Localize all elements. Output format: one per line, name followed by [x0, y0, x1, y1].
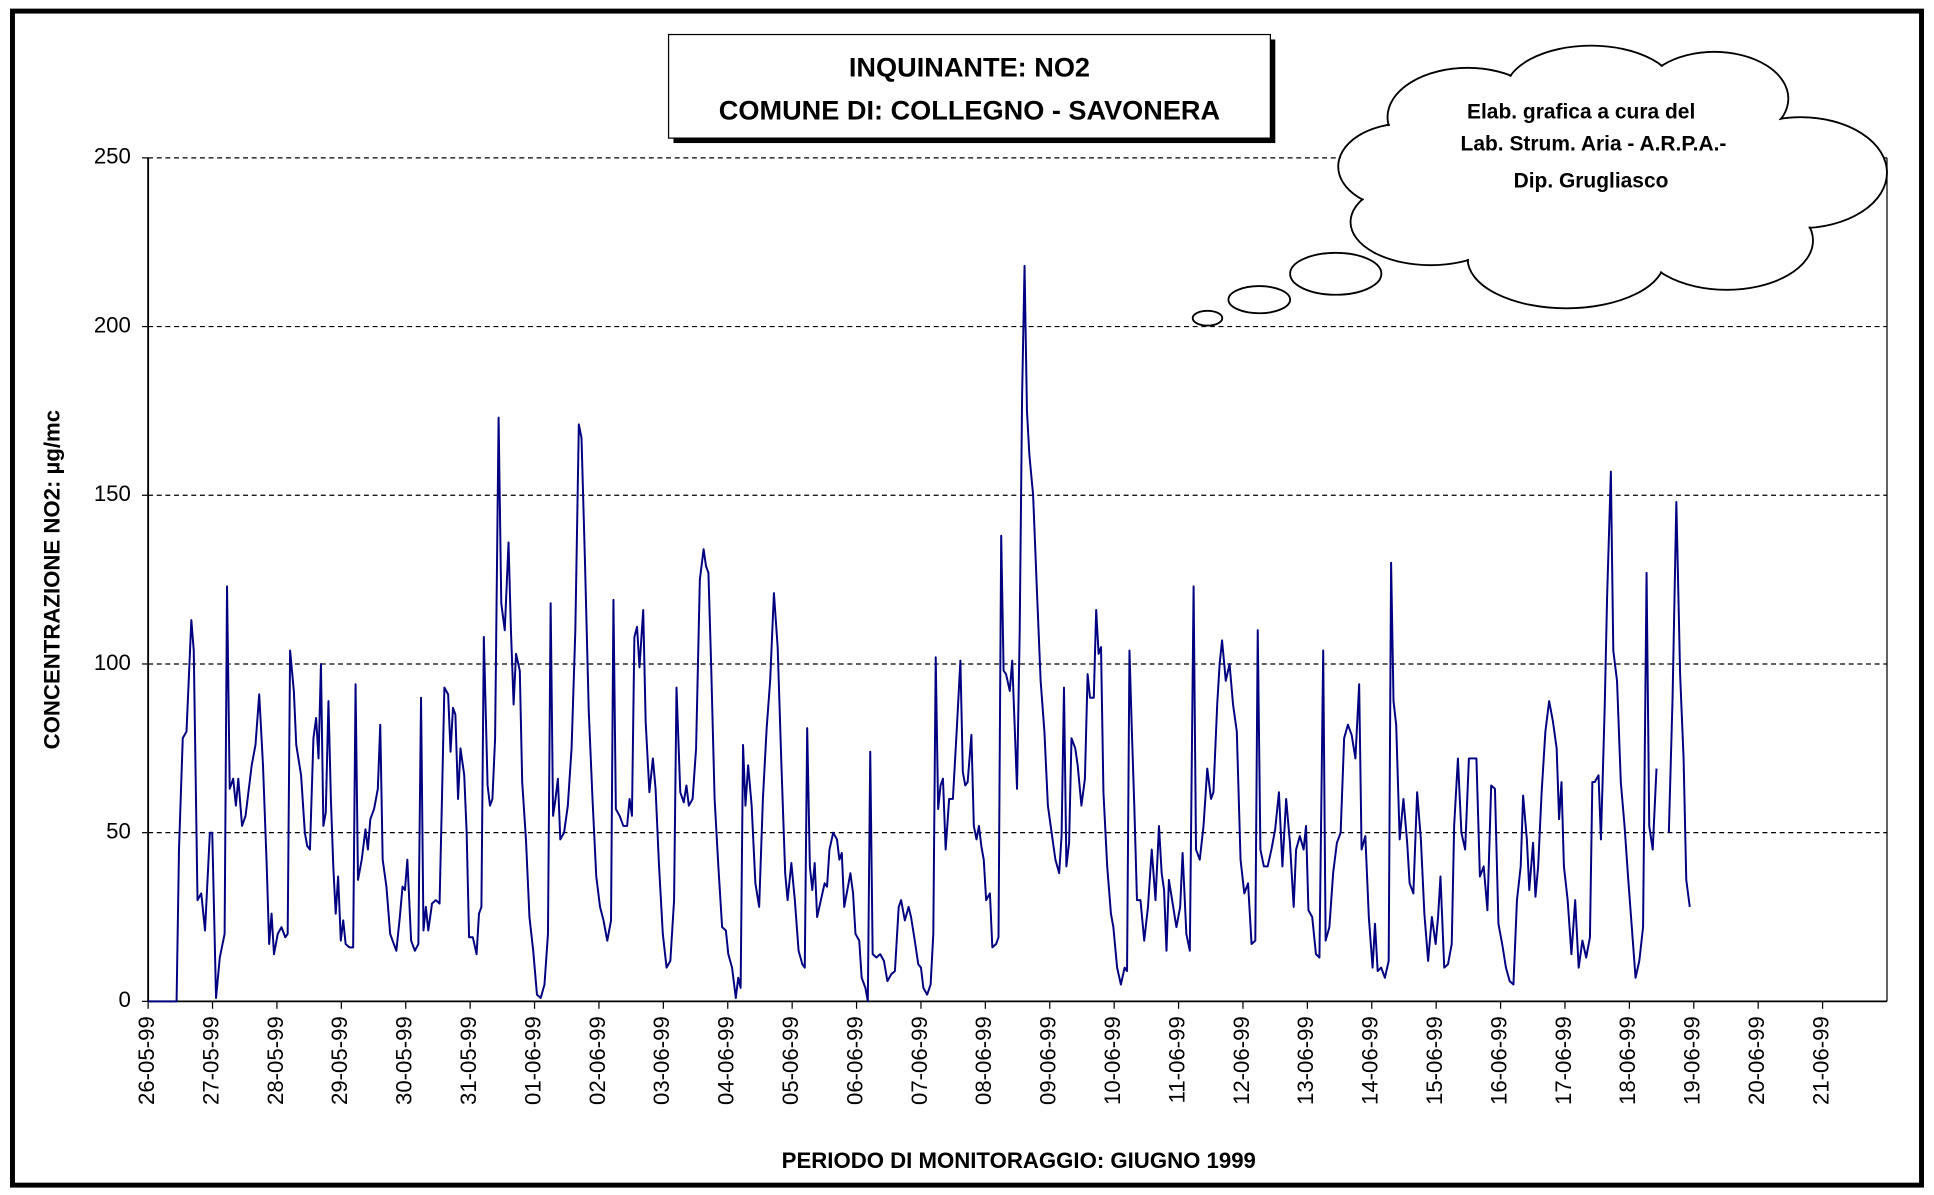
x-tick-label: 27-05-99 [198, 1016, 223, 1105]
x-tick-label: 07-06-99 [907, 1016, 932, 1105]
y-axis-title: CONCENTRAZIONE NO2: µg/mc [39, 410, 64, 749]
x-tick-label: 26-05-99 [134, 1016, 159, 1105]
chart-title: INQUINANTE: NO2 [849, 51, 1090, 82]
x-tick-label: 18-06-99 [1615, 1016, 1640, 1105]
x-tick-label: 01-06-99 [520, 1016, 545, 1105]
x-tick-label: 10-06-99 [1100, 1016, 1125, 1105]
annotation-line: Lab. Strum. Aria - A.R.P.A.- [1461, 132, 1727, 155]
annotation-line: Elab. grafica a cura del [1467, 100, 1695, 123]
x-tick-label: 09-06-99 [1036, 1016, 1061, 1105]
chart: 0 50 100 150 200 250 26-05-99 27-05-99 28-05-99 2… [0, 0, 1934, 1195]
x-tick-label: 12-06-99 [1229, 1016, 1254, 1105]
x-tick-label: 06-06-99 [842, 1016, 867, 1105]
x-tick-label: 31-05-99 [456, 1016, 481, 1105]
annotation-line: Dip. Grugliasco [1514, 169, 1669, 192]
page: {"chart_data": { "type": "line", "title"… [0, 0, 1934, 1195]
x-tick-label: 08-06-99 [971, 1016, 996, 1105]
x-tick-label: 13-06-99 [1293, 1016, 1318, 1105]
y-tick-label: 250 [94, 144, 131, 169]
x-tick-label: 20-06-99 [1744, 1016, 1769, 1105]
y-tick-label: 100 [94, 650, 131, 675]
x-tick-label: 17-06-99 [1551, 1016, 1576, 1105]
x-tick-label: 19-06-99 [1680, 1016, 1705, 1105]
x-axis-title: PERIODO DI MONITORAGGIO: GIUGNO 1999 [782, 1148, 1256, 1173]
y-tick-label: 150 [94, 481, 131, 506]
x-tick-label: 02-06-99 [585, 1016, 610, 1105]
x-tick-label: 14-06-99 [1358, 1016, 1383, 1105]
y-tick-label: 0 [119, 987, 131, 1012]
chart-title: COMUNE DI: COLLEGNO - SAVONERA [719, 95, 1220, 126]
x-tick-label: 28-05-99 [263, 1016, 288, 1105]
x-tick-label: 04-06-99 [714, 1016, 739, 1105]
x-tick-label: 15-06-99 [1422, 1016, 1447, 1105]
x-tick-label: 03-06-99 [649, 1016, 674, 1105]
x-tick-label: 05-06-99 [778, 1016, 803, 1105]
y-tick-label: 200 [94, 312, 131, 337]
title-box: INQUINANTE: NO2 COMUNE DI: COLLEGNO - SA… [669, 35, 1276, 144]
x-tick-label: 16-06-99 [1486, 1016, 1511, 1105]
x-tick-label: 29-05-99 [327, 1016, 352, 1105]
y-tick-label: 50 [106, 819, 131, 844]
x-tick-label: 21-06-99 [1808, 1016, 1833, 1105]
x-tick-label: 11-06-99 [1164, 1016, 1189, 1103]
x-tick-label: 30-05-99 [392, 1016, 417, 1105]
